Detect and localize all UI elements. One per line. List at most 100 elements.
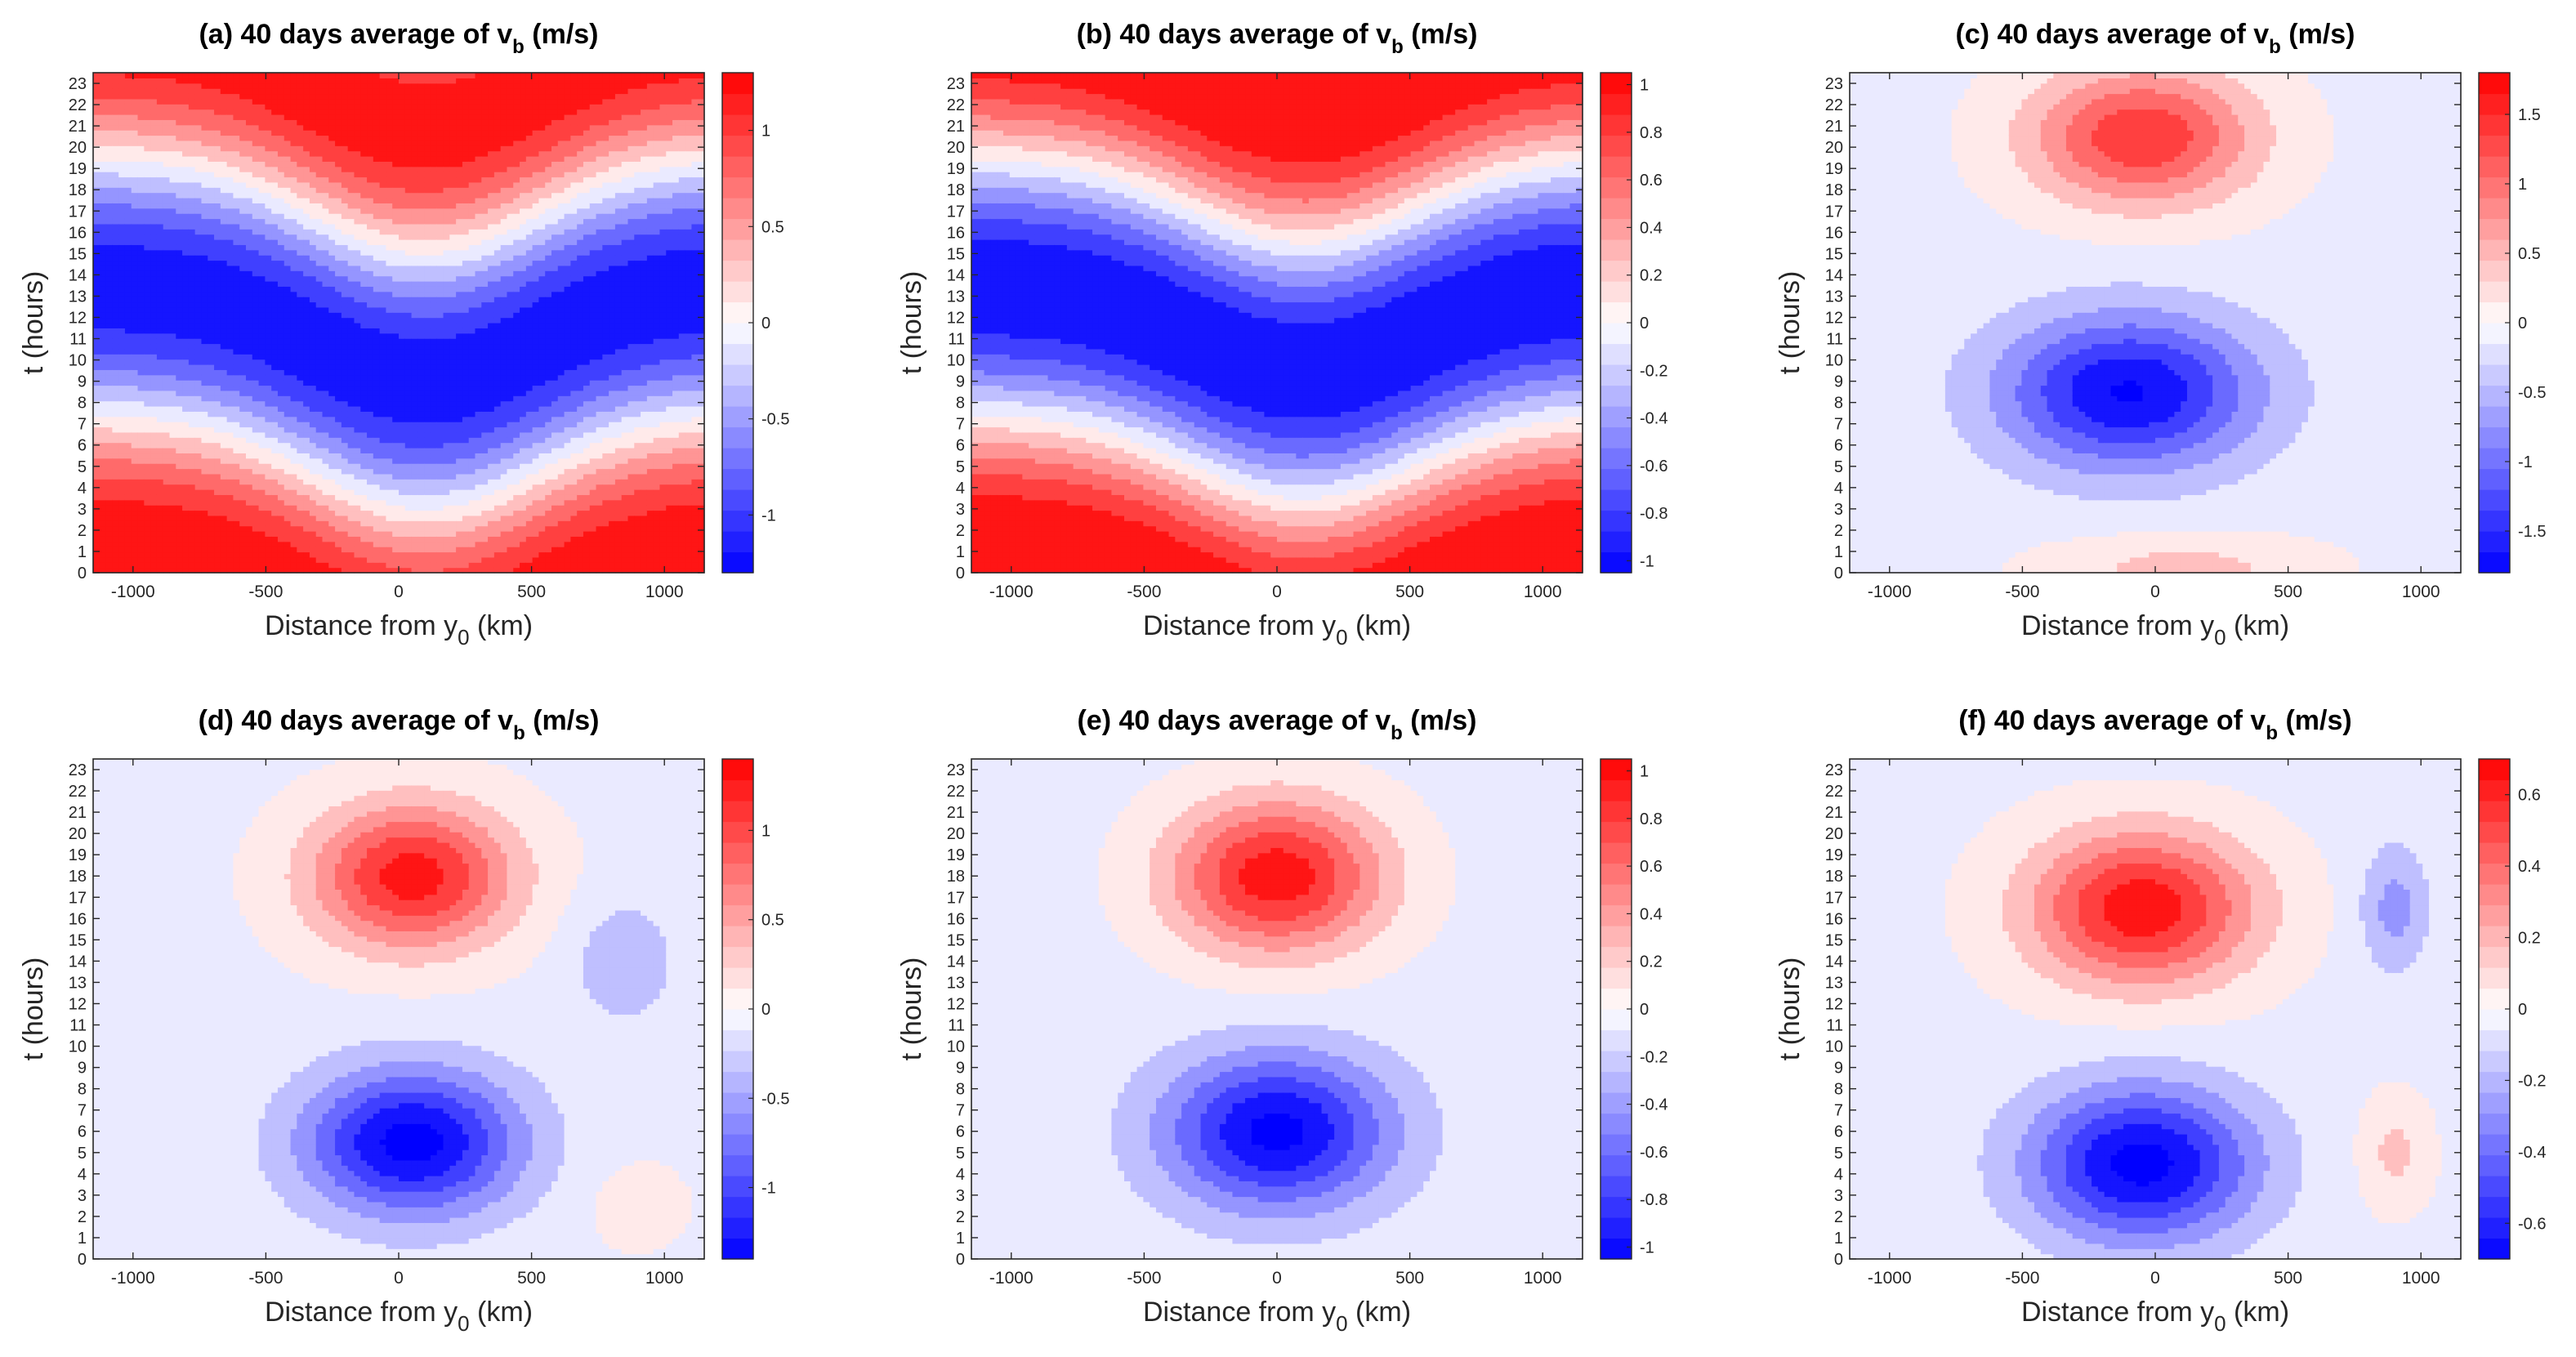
contour-cell <box>106 484 113 490</box>
contour-cell <box>176 432 182 438</box>
contour-cell <box>125 547 132 552</box>
contour-cell <box>138 219 145 225</box>
contour-cell <box>100 234 106 240</box>
contour-cell <box>106 255 113 261</box>
contour-cell <box>138 432 145 438</box>
contour-cell <box>125 261 132 266</box>
contour-cell <box>221 364 227 370</box>
contour-cell <box>106 526 113 532</box>
contour-cell <box>163 401 170 407</box>
contour-cell <box>157 94 163 100</box>
contour-cell <box>150 193 157 199</box>
contour-cell <box>138 417 145 422</box>
contour-cell <box>112 437 118 443</box>
contour-cell <box>150 526 157 532</box>
contour-cell <box>93 244 100 250</box>
contour-cell <box>100 323 106 328</box>
contour-cell <box>106 520 113 526</box>
contour-cell <box>157 270 163 276</box>
contour-cell <box>106 542 113 547</box>
contour-cell <box>118 349 125 355</box>
contour-cell <box>195 448 202 453</box>
contour-cell <box>157 261 163 266</box>
contour-cell <box>144 88 150 94</box>
contour-cell <box>93 78 100 83</box>
contour-cell <box>208 380 214 386</box>
contour-cell <box>118 474 125 480</box>
contour-cell <box>201 417 208 422</box>
contour-cell <box>170 239 176 245</box>
contour-cell <box>189 130 195 136</box>
contour-cell <box>118 453 125 458</box>
contour-cell <box>163 469 170 475</box>
contour-cell <box>100 552 106 558</box>
contour-cell <box>150 266 157 271</box>
contour-cell <box>118 250 125 256</box>
contour-cell <box>93 344 100 350</box>
contour-cell <box>208 145 214 151</box>
contour-cell <box>132 526 138 532</box>
contour-cell <box>201 229 208 234</box>
contour-cell <box>144 141 150 146</box>
contour-cell <box>138 411 145 417</box>
contour-cell <box>189 469 195 475</box>
contour-cell <box>150 297 157 302</box>
contour-cell <box>106 547 113 552</box>
contour-cell <box>157 156 163 162</box>
contour-cell <box>214 286 221 292</box>
contour-cell <box>100 276 106 282</box>
contour-cell <box>132 406 138 412</box>
contour-cell <box>195 151 202 157</box>
contour-cell <box>163 349 170 355</box>
contour-cell <box>125 474 132 480</box>
contour-cell <box>176 198 182 203</box>
contour-cell <box>118 406 125 412</box>
contour-cell <box>170 547 176 552</box>
contour-cell <box>93 177 100 183</box>
contour-cell <box>157 359 163 365</box>
contour-cell <box>208 73 214 78</box>
contour-cell <box>138 448 145 453</box>
contour-cell <box>195 364 202 370</box>
contour-cell <box>214 307 221 313</box>
contour-cell <box>201 511 208 516</box>
contour-cell <box>106 536 113 542</box>
contour-cell <box>221 182 227 188</box>
contour-cell <box>138 500 145 506</box>
contour-cell <box>221 505 227 511</box>
contour-cell <box>118 369 125 375</box>
contour-cell <box>150 432 157 438</box>
contour-cell <box>100 516 106 521</box>
contour-cell <box>176 380 182 386</box>
contour-cell <box>118 297 125 302</box>
contour-cell <box>221 547 227 552</box>
contour-cell <box>214 458 221 464</box>
contour-cell <box>189 307 195 313</box>
contour-cell <box>163 234 170 240</box>
contour-cell <box>176 531 182 537</box>
contour-cell <box>144 83 150 89</box>
contour-cell <box>214 520 221 526</box>
contour-cell <box>182 318 189 324</box>
contour-cell <box>112 344 118 350</box>
contour-cell <box>150 172 157 177</box>
contour-cell <box>106 312 113 318</box>
contour-cell <box>157 463 163 469</box>
contour-cell <box>182 250 189 256</box>
contour-cell <box>208 323 214 328</box>
contour-cell <box>144 286 150 292</box>
contour-cell <box>100 114 106 120</box>
contour-cell <box>100 161 106 167</box>
contour-cell <box>208 224 214 230</box>
contour-cell <box>221 312 227 318</box>
contour-cell <box>182 437 189 443</box>
contour-cell <box>195 119 202 125</box>
contour-cell <box>112 474 118 480</box>
contour-cell <box>182 395 189 401</box>
contour-cell <box>112 562 118 568</box>
contour-cell <box>195 145 202 151</box>
contour-cell <box>144 78 150 83</box>
contour-cell <box>163 427 170 433</box>
contour-cell <box>182 94 189 100</box>
contour-cell <box>118 505 125 511</box>
